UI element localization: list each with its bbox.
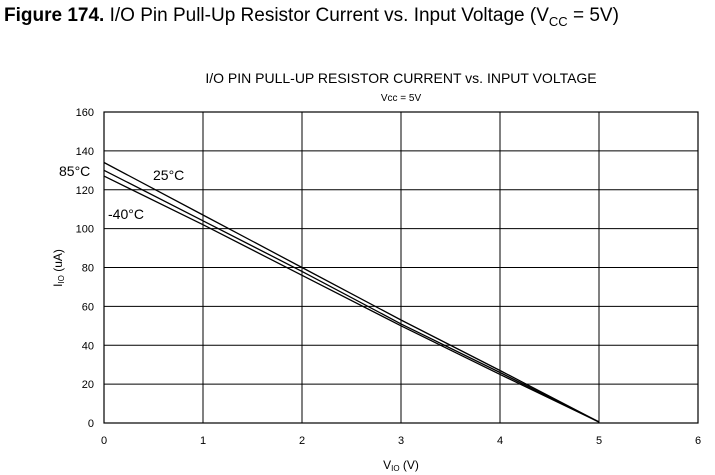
- figure-label: Figure 174.: [4, 5, 105, 26]
- grid: [103, 111, 699, 424]
- x-tick-label: 1: [200, 435, 206, 447]
- y-tick-label: 140: [76, 146, 94, 158]
- series-line-minus-40c: [103, 175, 600, 423]
- plot-frame: [103, 111, 699, 424]
- x-tick-label: 6: [695, 435, 701, 447]
- x-tick-label: 2: [299, 435, 305, 447]
- y-tick-label: 80: [82, 263, 94, 275]
- y-tick-label: 100: [76, 224, 94, 236]
- y-tick-label: 20: [82, 379, 94, 391]
- x-tick-label: 5: [596, 435, 602, 447]
- annotation-85c: 85°C: [59, 163, 90, 179]
- y-axis-label: IIO (uA): [51, 249, 66, 287]
- annotation-25c: 25°C: [153, 167, 184, 183]
- series-line-85c: [103, 161, 600, 423]
- chart-subtitle: Vcc = 5V: [381, 93, 422, 104]
- series-lines: [103, 161, 600, 423]
- y-tick-label: 40: [82, 340, 94, 352]
- y-tick-label: 160: [76, 107, 94, 119]
- series-line-25c: [103, 169, 600, 423]
- x-tick-label: 4: [497, 435, 503, 447]
- x-tick-label: 3: [398, 435, 404, 447]
- annotation-m40c: -40°C: [108, 206, 144, 222]
- x-axis-label: VIO (V): [383, 458, 419, 473]
- figure-heading: Figure 174. I/O Pin Pull-Up Resistor Cur…: [4, 5, 619, 29]
- y-tick-label: 0: [88, 418, 94, 430]
- figure-caption: I/O Pin Pull-Up Resistor Current vs. Inp…: [109, 5, 619, 29]
- x-tick-label: 0: [101, 435, 107, 447]
- y-tick-label: 120: [76, 185, 94, 197]
- chart-title: I/O PIN PULL-UP RESISTOR CURRENT vs. INP…: [205, 70, 596, 86]
- y-tick-label: 60: [82, 301, 94, 313]
